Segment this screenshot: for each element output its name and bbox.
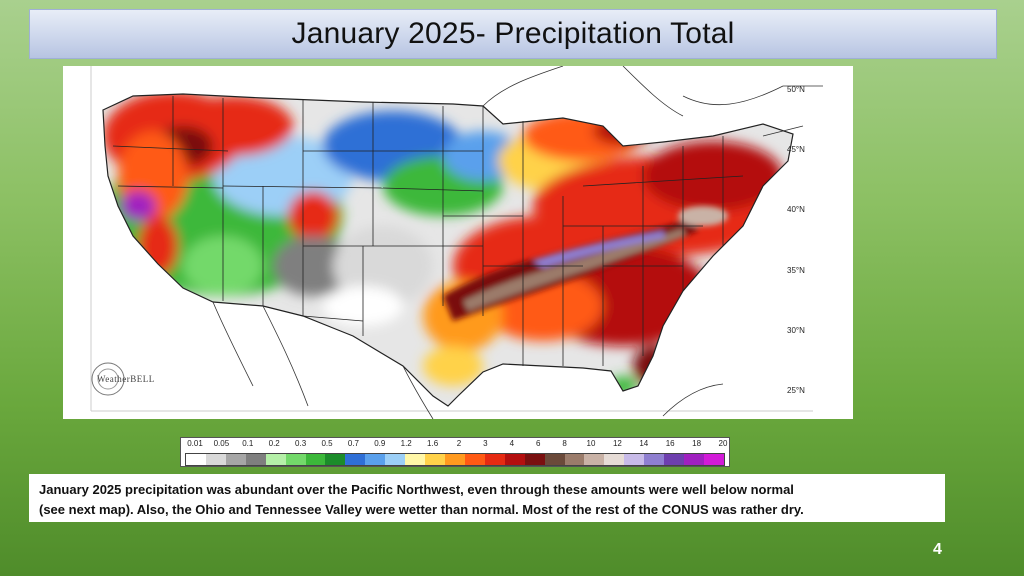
slide-title-bar: January 2025- Precipitation Total: [29, 9, 997, 59]
legend-label: 1.6: [427, 439, 439, 448]
legend-swatch: [484, 454, 505, 465]
legend-swatch: [205, 454, 226, 465]
legend-swatch: [186, 454, 206, 465]
legend-label: 8: [562, 439, 567, 448]
legend-label: 14: [639, 439, 649, 448]
legend-swatch: [564, 454, 585, 465]
page-number: 4: [933, 541, 942, 558]
weatherbell-logo: WeatherBELL: [91, 362, 155, 396]
legend-label: 0.2: [268, 439, 280, 448]
slide-caption: January 2025 precipitation was abundant …: [29, 474, 945, 522]
legend-label: 0.1: [242, 439, 254, 448]
legend-swatch: [644, 454, 665, 465]
legend-swatch: [265, 454, 286, 465]
slide-title: January 2025- Precipitation Total: [291, 17, 735, 50]
precipitation-legend: 0.01 0.05 0.1 0.2 0.3 0.5 0.7 0.9 1.2 1.6 2 3 4 6 8 10 1…: [180, 437, 730, 467]
legend-swatch: [444, 454, 465, 465]
lat-label-40: 40°N: [787, 205, 805, 214]
legend-label: 16: [665, 439, 675, 448]
precipitation-field: [103, 94, 793, 406]
legend-swatch: [624, 454, 645, 465]
legend-label: 12: [612, 439, 622, 448]
lat-label-30: 30°N: [787, 326, 805, 335]
legend-swatch: [425, 454, 445, 465]
legend-swatch: [285, 454, 306, 465]
legend-label: 18: [692, 439, 702, 448]
legend-swatch: [325, 454, 346, 465]
legend-swatch: [385, 454, 406, 465]
country-outlines: [212, 66, 823, 419]
map-svg: 50°N 45°N 40°N 35°N 30°N 25°N WeatherBEL…: [63, 66, 853, 419]
legend-labels: 0.01 0.05 0.1 0.2 0.3 0.5 0.7 0.9 1.2 1.6 2 3 4 6 8 10 1…: [181, 439, 729, 451]
legend-label: 0.05: [213, 439, 230, 448]
legend-label: 0.9: [374, 439, 386, 448]
legend-swatch: [703, 454, 724, 465]
legend-swatch: [504, 454, 525, 465]
lat-label-50: 50°N: [787, 85, 805, 94]
legend-swatch: [604, 454, 625, 465]
legend-label: 4: [509, 439, 515, 448]
lat-label-35: 35°N: [787, 266, 805, 275]
legend-swatch: [524, 454, 545, 465]
legend-swatch: [305, 454, 326, 465]
legend-label: 0.3: [295, 439, 307, 448]
legend-swatch: [345, 454, 366, 465]
legend-swatch: [365, 454, 386, 465]
legend-label: 0.01: [187, 439, 203, 448]
caption-line-1: January 2025 precipitation was abundant …: [39, 482, 794, 497]
precipitation-map: 50°N 45°N 40°N 35°N 30°N 25°N WeatherBEL…: [63, 66, 853, 419]
legend-swatch: [225, 454, 246, 465]
legend-swatch: [584, 454, 605, 465]
legend-label: 0.5: [321, 439, 333, 448]
legend-swatch: [684, 454, 704, 465]
lat-label-45: 45°N: [787, 145, 805, 154]
legend-label: 6: [535, 439, 541, 448]
legend-swatch: [664, 454, 685, 465]
legend-label: 20: [718, 439, 728, 448]
legend-color-bar: [185, 453, 725, 466]
state-boundaries: [102, 93, 794, 407]
legend-label: 1.2: [400, 439, 412, 448]
legend-swatch: [245, 454, 266, 465]
legend-label: 2: [456, 439, 462, 448]
caption-line-2: (see next map). Also, the Ohio and Tenne…: [39, 502, 804, 517]
legend-swatch: [464, 454, 485, 465]
legend-swatch: [544, 454, 565, 465]
legend-swatch: [405, 454, 426, 465]
legend-label: 0.7: [347, 439, 359, 448]
legend-label: 10: [586, 439, 596, 448]
lat-label-25: 25°N: [787, 386, 805, 395]
legend-label: 3: [483, 439, 488, 448]
watermark-text: WeatherBELL: [97, 374, 155, 384]
